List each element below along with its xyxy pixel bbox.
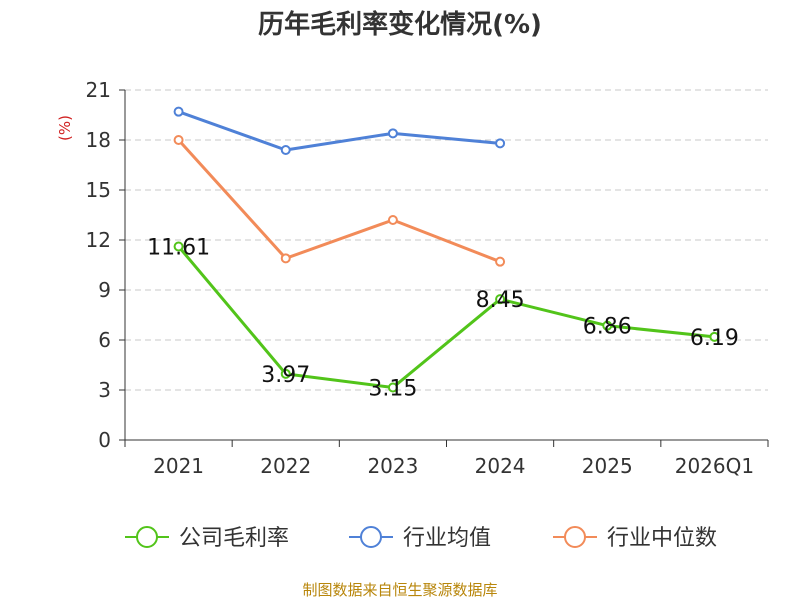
data-label: 8.45 bbox=[476, 288, 525, 313]
data-point bbox=[173, 135, 184, 145]
x-tick-label: 2021 bbox=[153, 454, 204, 478]
y-tick-label: 6 bbox=[98, 328, 111, 352]
y-tick-label: 3 bbox=[98, 378, 111, 402]
x-tick-label: 2025 bbox=[582, 454, 633, 478]
series-line-2 bbox=[177, 138, 501, 264]
data-point bbox=[602, 320, 613, 331]
data-label: 6.86 bbox=[583, 315, 632, 340]
x-tick-label: 2023 bbox=[367, 454, 418, 478]
data-label: 3.97 bbox=[261, 363, 310, 388]
legend-marker bbox=[360, 526, 382, 548]
data-point bbox=[387, 382, 398, 393]
legend-marker bbox=[136, 526, 158, 548]
data-point bbox=[495, 256, 506, 267]
legend-label: 行业中位数 bbox=[607, 526, 717, 551]
data-point bbox=[387, 215, 398, 225]
data-label: 11.61 bbox=[147, 236, 210, 261]
data-point bbox=[173, 241, 184, 252]
y-axis-label: (%) bbox=[56, 115, 74, 141]
x-tick-label: 2022 bbox=[260, 454, 311, 478]
data-point bbox=[280, 368, 291, 379]
chart-title: 历年毛利率变化情况(%) bbox=[258, 10, 542, 40]
data-label: 6.19 bbox=[690, 326, 739, 351]
y-tick-label: 9 bbox=[98, 278, 111, 302]
data-point bbox=[173, 106, 184, 117]
x-tick-label: 2024 bbox=[475, 454, 526, 478]
data-point bbox=[709, 331, 720, 342]
data-point bbox=[280, 145, 291, 155]
y-tick-label: 12 bbox=[86, 228, 111, 252]
legend-marker bbox=[564, 526, 586, 548]
data-point bbox=[495, 138, 506, 149]
y-tick-label: 21 bbox=[86, 78, 111, 102]
y-tick-label: 18 bbox=[86, 128, 111, 152]
y-tick-label: 15 bbox=[86, 178, 111, 202]
x-tick-label: 2026Q1 bbox=[675, 454, 754, 478]
series-line-1 bbox=[178, 110, 501, 152]
data-point bbox=[495, 294, 506, 305]
data-label: 3.15 bbox=[368, 377, 417, 402]
series-line-0 bbox=[177, 245, 715, 389]
data-point bbox=[280, 253, 291, 264]
legend-label: 行业均值 bbox=[403, 526, 491, 551]
source-note: 制图数据来自恒生聚源数据库 bbox=[302, 581, 498, 599]
legend-label: 公司毛利率 bbox=[179, 526, 289, 551]
data-point bbox=[387, 128, 398, 139]
y-tick-label: 0 bbox=[98, 428, 111, 452]
